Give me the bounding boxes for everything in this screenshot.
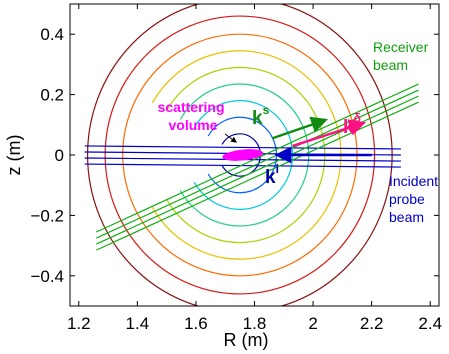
vector-k-delta	[292, 119, 367, 148]
scattering-pointer-arrow	[224, 133, 237, 143]
scattering-volume-label: scattering volume	[158, 99, 229, 133]
x-tick-label: 2.4	[418, 314, 442, 333]
vector-k-s	[271, 116, 328, 140]
incident-probe-beam-label: Incident probe beam	[389, 173, 442, 225]
ki-vector-label: ki	[265, 162, 279, 188]
x-tick-label: 1.4	[126, 314, 150, 333]
scattering-volume-group	[222, 149, 264, 161]
x-axis-ticks: 1.2 1.4 1.6 1.8 2 2.2 2.4	[67, 4, 442, 333]
x-tick-label: 1.6	[184, 314, 208, 333]
receiver-beam-line-1	[96, 83, 419, 233]
y-tick-label: 0.2	[40, 86, 64, 105]
y-tick-label: −0.4	[30, 267, 64, 286]
x-tick-label: 1.8	[243, 314, 267, 333]
x-tick-label: 2.2	[360, 314, 384, 333]
y-tick-label: 0	[55, 146, 64, 165]
incident-beam-line-1	[84, 145, 401, 150]
y-tick-label: 0.4	[40, 25, 64, 44]
scattering-volume	[222, 149, 264, 161]
x-tick-label: 1.2	[67, 314, 91, 333]
y-tick-label: −0.2	[30, 206, 64, 225]
x-axis-label: R (m)	[224, 330, 269, 350]
y-axis-ticks: −0.4 −0.2 0 0.2 0.4	[30, 25, 439, 286]
y-axis-label: z (m)	[4, 135, 24, 176]
wave-vectors	[271, 116, 372, 164]
incident-beam-line-4	[84, 163, 401, 168]
receiver-beam-label: Receiver beam	[373, 39, 432, 73]
ks-vector-label: ks	[252, 103, 270, 129]
receiver-beam-line-2	[96, 89, 419, 239]
x-tick-label: 2	[308, 314, 317, 333]
kdelta-vector-label: kδ	[343, 111, 361, 138]
